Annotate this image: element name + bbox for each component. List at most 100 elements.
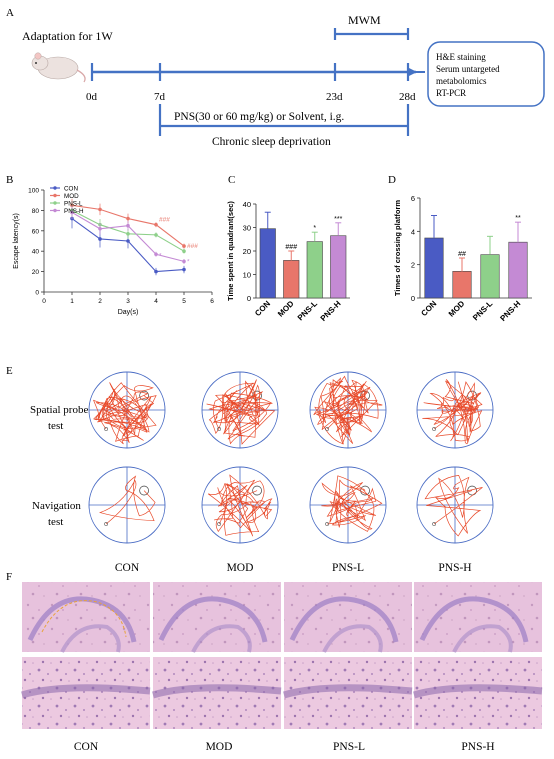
y-axis-label: Escape latency(s) <box>13 213 20 269</box>
significance-label: ### <box>285 244 297 251</box>
data-point-MOD <box>126 216 130 221</box>
data-point-PNS-L <box>126 232 130 236</box>
data-point-PNS-H <box>70 210 74 215</box>
y-tick-label: 40 <box>32 249 40 256</box>
neuron-band <box>412 684 543 699</box>
significance-label: ## <box>458 251 466 258</box>
swim-track <box>92 382 157 445</box>
data-point-PNS-H <box>154 252 158 257</box>
start-marker <box>325 427 330 431</box>
annotation: * <box>159 252 162 259</box>
swim-track <box>206 379 276 445</box>
e-group-label-pnsl: PNS-L <box>332 562 364 574</box>
swim-track <box>207 474 273 537</box>
y-axis-label: Times of crossing platform <box>393 200 402 296</box>
neuron-band <box>151 684 282 699</box>
y-tick-label: 2 <box>411 261 415 270</box>
y-tick-label: 20 <box>243 247 251 256</box>
legend-label: PNS-H <box>64 208 84 215</box>
f-group-label-mod: MOD <box>206 741 233 753</box>
annotation: ### <box>187 243 198 250</box>
significance-label: * <box>313 225 316 232</box>
data-point-CON <box>182 267 186 272</box>
category-label: CON <box>253 299 272 318</box>
y-tick-label: 4 <box>411 227 415 236</box>
outcome-line-4: RT-PCR <box>436 88 466 98</box>
panel-label-c: C <box>228 174 235 186</box>
mwm-label: MWM <box>348 13 381 27</box>
adaptation-label: Adaptation for 1W <box>22 29 113 43</box>
dentate-gyrus <box>452 624 513 653</box>
bar-PNS-H <box>330 235 347 299</box>
legend-marker <box>53 193 57 198</box>
panel-label-d: D <box>388 174 396 186</box>
pyramidal-layer <box>27 596 137 643</box>
y-tick-label: 0 <box>35 290 39 297</box>
y-axis-label: Time spent in quadrant(sec) <box>226 201 235 301</box>
day-label-7: 7d <box>154 91 166 103</box>
data-point-MOD <box>98 207 102 212</box>
day-label-0: 0d <box>86 91 98 103</box>
significance-label: *** <box>334 216 342 223</box>
e-group-label-pnsh: PNS-H <box>438 562 471 574</box>
dentate-gyrus <box>322 624 383 653</box>
row-label-navigation-1: Navigation <box>32 500 81 512</box>
y-tick-label: 30 <box>243 224 251 233</box>
bar-MOD <box>283 260 300 299</box>
f-group-label-pnsh: PNS-H <box>461 741 494 753</box>
category-label: PNS-H <box>319 299 343 323</box>
row-label-navigation-2: test <box>48 516 63 528</box>
data-point-PNS-L <box>154 233 158 237</box>
x-tick-label: 6 <box>210 298 214 305</box>
x-tick-label: 4 <box>154 298 158 305</box>
x-tick-label: 0 <box>42 298 46 305</box>
f-group-label-pnsl: PNS-L <box>333 741 365 753</box>
pyramidal-layer <box>289 596 399 643</box>
e-group-label-mod: MOD <box>227 562 254 574</box>
platform-marker <box>252 485 263 496</box>
region-outline <box>41 600 127 638</box>
treatment-label: PNS(30 or 60 mg/kg) or Solvent, i.g. <box>174 111 344 123</box>
bar-MOD <box>452 271 472 299</box>
outcome-line-1: H&E staining <box>436 52 486 62</box>
x-tick-label: 1 <box>70 298 74 305</box>
annotation: ### <box>159 217 170 224</box>
y-tick-label: 100 <box>28 188 39 195</box>
start-marker <box>432 522 437 526</box>
data-point-PNS-H <box>126 223 130 228</box>
swim-track <box>422 379 483 445</box>
data-point-MOD <box>182 244 186 248</box>
outcome-box <box>427 41 545 107</box>
data-point-PNS-H <box>98 226 102 231</box>
deprivation-label: Chronic sleep deprivation <box>212 136 331 148</box>
category-label: MOD <box>447 299 467 319</box>
x-tick-label: 3 <box>126 298 130 305</box>
dentate-gyrus <box>191 624 252 653</box>
pyramidal-layer <box>158 596 268 643</box>
y-tick-label: 0 <box>411 294 415 303</box>
data-point-PNS-L <box>182 249 186 253</box>
panel-label-b: B <box>6 174 13 186</box>
y-tick-label: 10 <box>243 271 251 280</box>
x-tick-label: 5 <box>182 298 186 305</box>
start-marker <box>104 522 109 526</box>
y-tick-label: 40 <box>243 200 251 209</box>
neuron-band <box>20 684 151 699</box>
category-label: PNS-L <box>471 299 494 322</box>
outcome-line-2: Serum untargeted <box>436 64 500 74</box>
bar-PNS-H <box>508 241 528 299</box>
legend-label: PNS-L <box>64 200 83 207</box>
x-axis-label: Day(s) <box>118 309 139 316</box>
data-point-CON <box>154 269 158 274</box>
start-marker <box>217 427 222 431</box>
panel-label-e: E <box>6 365 13 377</box>
panel-a: A Adaptation for 1W MWM 0d 7d 23d 28d PN… <box>6 7 545 148</box>
category-label: MOD <box>276 299 296 319</box>
start-marker <box>217 522 222 526</box>
legend-marker <box>53 186 57 190</box>
bar-CON <box>259 228 276 299</box>
e-group-label-con: CON <box>115 562 140 574</box>
dentate-gyrus <box>60 624 121 653</box>
x-tick-label: 2 <box>98 298 102 305</box>
pyramidal-layer <box>419 596 529 643</box>
